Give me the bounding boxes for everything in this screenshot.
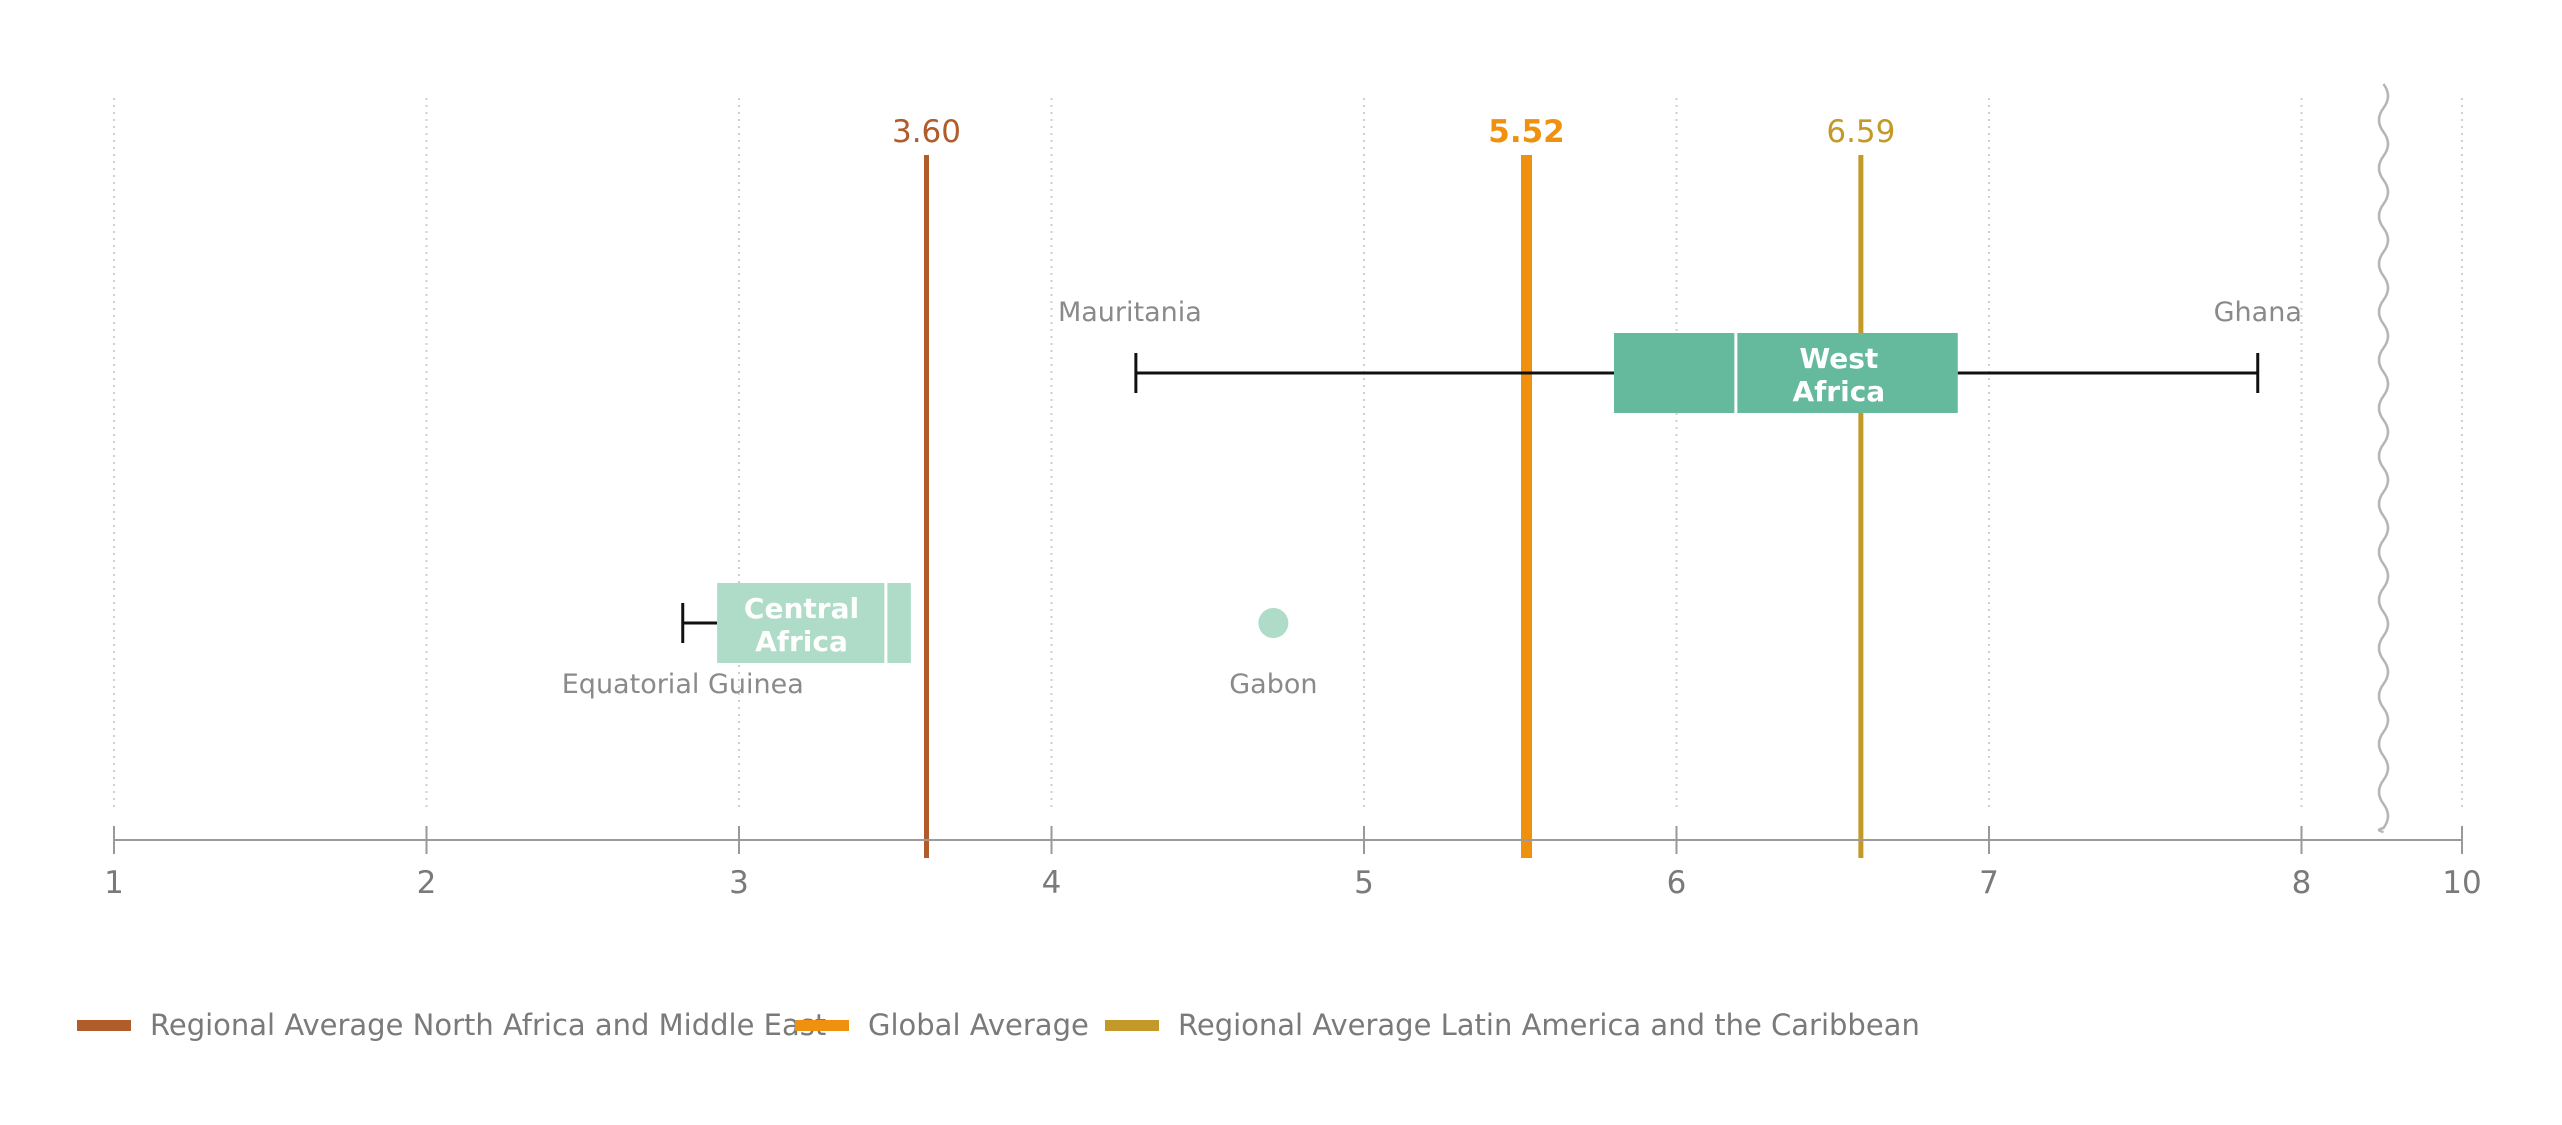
legend-swatch-global xyxy=(795,1020,849,1031)
legend-swatch-north-africa xyxy=(77,1020,131,1031)
x-tick-label: 8 xyxy=(2292,865,2312,901)
outlier-point xyxy=(1258,608,1289,638)
x-tick-label: 7 xyxy=(1979,865,1999,901)
min-country-label: Equatorial Guinea xyxy=(562,669,804,700)
grid-lines xyxy=(113,98,2463,808)
box-plots: GhanaWestAfricaMauritaniaCentralAfricaEq… xyxy=(562,297,2302,700)
x-tick-label: 3 xyxy=(729,865,749,901)
box-iqr xyxy=(1614,333,1958,413)
max-country-label: Ghana xyxy=(2214,297,2302,328)
box-label-line2: Africa xyxy=(1792,375,1885,408)
reference-lines: 3.60 5.52 6.59 xyxy=(892,114,1895,858)
legend-label-global: Global Average xyxy=(868,1008,1089,1042)
x-tick-label: 6 xyxy=(1667,865,1687,901)
x-axis: 1 2 3 4 5 6 7 8 10 xyxy=(104,826,2482,901)
x-tick-label: 10 xyxy=(2442,865,2481,901)
legend-label-north-africa: Regional Average North Africa and Middle… xyxy=(150,1008,826,1042)
min-country-label: Mauritania xyxy=(1058,297,1202,328)
axis-break-mark xyxy=(2377,83,2390,834)
x-tick-label: 1 xyxy=(104,865,124,901)
reference-value-label-1: 5.52 xyxy=(1488,114,1565,150)
x-tick-label: 5 xyxy=(1354,865,1374,901)
box-iqr xyxy=(717,583,911,663)
reference-value-label-0: 3.60 xyxy=(892,114,961,150)
box-label-line1: West xyxy=(1799,342,1878,375)
box-label-line2: Africa xyxy=(755,625,848,658)
legend-label-latin-america: Regional Average Latin America and the C… xyxy=(1178,1008,1920,1042)
legend: Regional Average North Africa and Middle… xyxy=(77,1008,1920,1042)
outlier-label: Gabon xyxy=(1229,669,1317,700)
legend-swatch-latin-america xyxy=(1105,1020,1159,1031)
box-label-line1: Central xyxy=(744,592,859,625)
reference-value-label-2: 6.59 xyxy=(1826,114,1895,150)
x-tick-label: 2 xyxy=(417,865,437,901)
x-tick-label: 4 xyxy=(1042,865,1062,901)
